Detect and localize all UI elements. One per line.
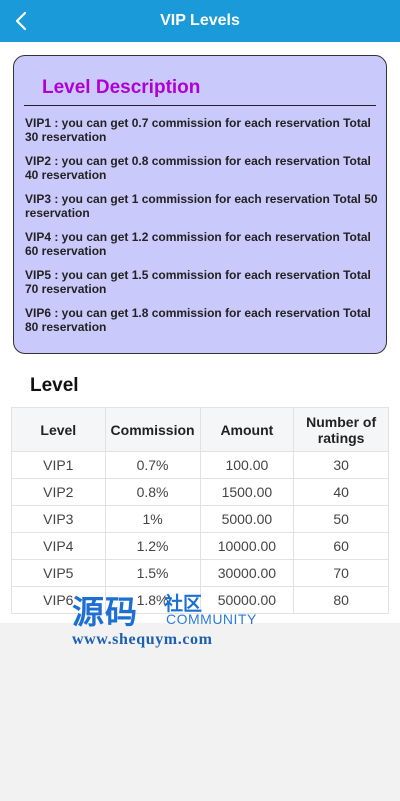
cell-amount: 5000.00 xyxy=(199,505,295,533)
cell-level: VIP6 xyxy=(11,586,106,614)
cell-amount: 30000.00 xyxy=(199,559,295,587)
description-item: VIP6 : you can get 1.8 commission for ea… xyxy=(25,306,371,334)
table-row: VIP5 1.5% 30000.00 70 xyxy=(11,559,389,587)
cell-ratings: 60 xyxy=(293,532,389,560)
column-header-commission: Commission xyxy=(104,407,201,452)
cell-commission: 1.8% xyxy=(104,586,201,614)
cell-amount: 10000.00 xyxy=(199,532,295,560)
cell-ratings: 50 xyxy=(293,505,389,533)
table-header-row: Level Commission Amount Number of rating… xyxy=(11,407,389,452)
description-item: VIP4 : you can get 1.2 commission for ea… xyxy=(25,230,371,258)
column-header-amount: Amount xyxy=(199,407,295,452)
description-item: VIP3 : you can get 1 commission for each… xyxy=(25,192,378,220)
chevron-left-icon xyxy=(15,11,27,31)
cell-commission: 0.8% xyxy=(104,478,201,506)
cell-level: VIP4 xyxy=(11,532,106,560)
table-row: VIP3 1% 5000.00 50 xyxy=(11,505,389,533)
watermark-url: www.shequym.com xyxy=(72,631,213,648)
cell-commission: 1.2% xyxy=(104,532,201,560)
page-title: VIP Levels xyxy=(160,12,240,29)
table-row: VIP2 0.8% 1500.00 40 xyxy=(11,478,389,506)
levels-table: Level Commission Amount Number of rating… xyxy=(11,407,389,614)
app-header: VIP Levels xyxy=(0,0,400,42)
column-header-level: Level xyxy=(11,407,106,452)
cell-level: VIP2 xyxy=(11,478,106,506)
cell-ratings: 40 xyxy=(293,478,389,506)
column-header-ratings: Number of ratings xyxy=(293,407,389,452)
description-item: VIP2 : you can get 0.8 commission for ea… xyxy=(25,154,371,182)
description-item: VIP5 : you can get 1.5 commission for ea… xyxy=(25,268,371,296)
table-row: VIP4 1.2% 10000.00 60 xyxy=(11,532,389,560)
main-content: Level Description VIP1 : you can get 0.7… xyxy=(0,42,400,623)
cell-commission: 1.5% xyxy=(104,559,201,587)
cell-commission: 0.7% xyxy=(104,451,201,479)
description-item: VIP1 : you can get 0.7 commission for ea… xyxy=(25,116,371,144)
cell-amount: 100.00 xyxy=(199,451,295,479)
description-title: Level Description xyxy=(42,77,201,98)
level-section-heading: Level xyxy=(30,375,79,396)
cell-ratings: 30 xyxy=(293,451,389,479)
cell-ratings: 70 xyxy=(293,559,389,587)
table-row: VIP1 0.7% 100.00 30 xyxy=(11,451,389,479)
cell-amount: 50000.00 xyxy=(199,586,295,614)
cell-level: VIP5 xyxy=(11,559,106,587)
table-row: VIP6 1.8% 50000.00 80 xyxy=(11,586,389,614)
cell-ratings: 80 xyxy=(293,586,389,614)
cell-amount: 1500.00 xyxy=(199,478,295,506)
level-description-card: Level Description VIP1 : you can get 0.7… xyxy=(13,55,387,354)
back-button[interactable] xyxy=(8,7,36,35)
cell-commission: 1% xyxy=(104,505,201,533)
cell-level: VIP1 xyxy=(11,451,106,479)
divider xyxy=(24,105,376,106)
cell-level: VIP3 xyxy=(11,505,106,533)
description-list: VIP1 : you can get 0.7 commission for ea… xyxy=(25,116,381,344)
